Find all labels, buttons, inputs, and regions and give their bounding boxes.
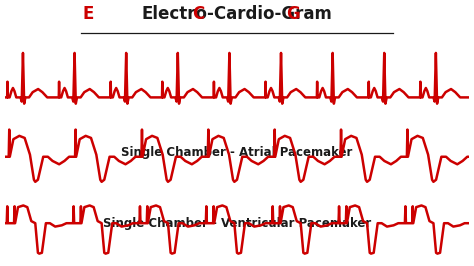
Text: Electro-Cardio-Gram: Electro-Cardio-Gram <box>142 5 332 23</box>
Text: Single Chamber - Ventricular Pacemaker: Single Chamber - Ventricular Pacemaker <box>103 217 371 230</box>
Text: C: C <box>192 5 205 23</box>
Text: G: G <box>286 5 300 23</box>
Text: E: E <box>82 5 93 23</box>
Text: Single Chamber - Atrial Pacemaker: Single Chamber - Atrial Pacemaker <box>121 146 353 159</box>
